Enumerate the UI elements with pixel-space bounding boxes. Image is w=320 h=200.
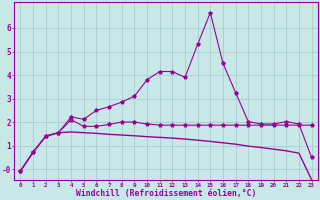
X-axis label: Windchill (Refroidissement éolien,°C): Windchill (Refroidissement éolien,°C): [76, 189, 256, 198]
